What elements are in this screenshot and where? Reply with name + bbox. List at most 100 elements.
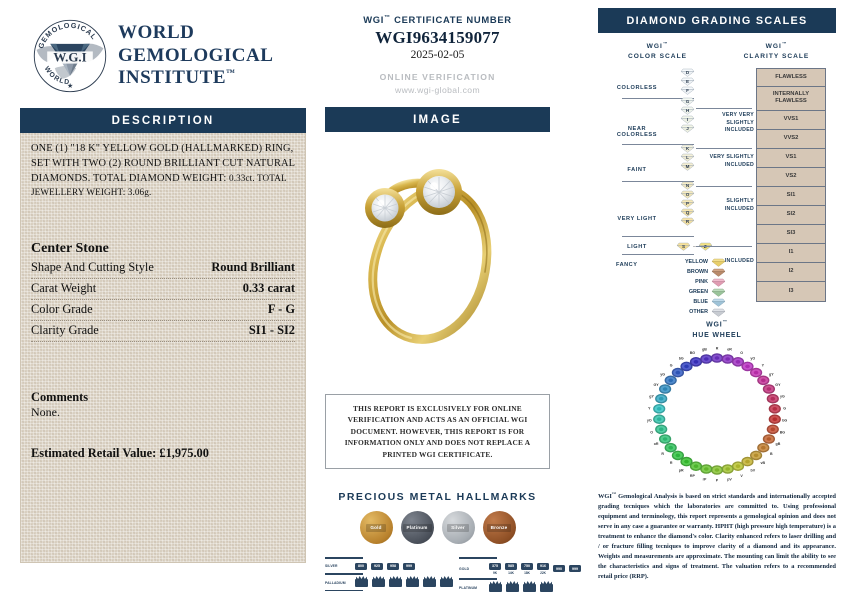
color-grade-P: P xyxy=(680,199,695,208)
color-group-faint-label: FAINT xyxy=(627,166,647,173)
diamond-left xyxy=(365,188,405,228)
brand-line-2: GEMOLOGICAL xyxy=(118,44,274,66)
hallmark-marks-grid: SILVER 800 925 958 999 PALLADIUM xyxy=(325,554,581,595)
color-grade-K: K xyxy=(680,144,695,153)
color-grade-O: O xyxy=(680,190,695,199)
spec-label-shape: Shape And Cutting Style xyxy=(31,260,154,275)
color-grade-N: N xyxy=(680,181,695,190)
color-divider-3 xyxy=(622,180,694,183)
svg-text:V: V xyxy=(740,474,743,478)
crown-mark-icon xyxy=(506,583,519,592)
crown-mark-icon xyxy=(489,583,502,592)
fancy-row-pink: PINK xyxy=(650,278,726,287)
clarity-group-si: SLIGHTLY INCLUDED xyxy=(724,197,754,212)
clarity-scale: FLAWLESS INTERNALLY FLAWLESS VVS1 VVS2 V… xyxy=(696,67,836,313)
crown-mark-icon xyxy=(523,583,536,592)
verification-url[interactable]: www.wgi-global.com xyxy=(394,85,481,95)
fancy-diamond-other xyxy=(711,308,726,317)
fancy-diamond-blue xyxy=(711,298,726,307)
color-divider-4 xyxy=(622,235,694,238)
svg-text:yO: yO xyxy=(750,357,755,361)
color-group-light-label: LIGHT xyxy=(627,243,647,250)
color-grade-Q: Q xyxy=(680,208,695,217)
color-grade-E: E xyxy=(680,77,695,86)
hallmark-row-silver: SILVER 800 925 958 999 xyxy=(325,562,453,570)
description-paragraph: ONE (1) "18 K" YELLOW GOLD (HALLMARKED) … xyxy=(31,142,295,201)
description-text: ONE (1) "18 K" YELLOW GOLD (HALLMARKED) … xyxy=(31,143,295,184)
fancy-diamond-pink xyxy=(711,278,726,287)
medallion-bronze: Bronze xyxy=(482,511,516,545)
crown-mark-icon xyxy=(440,578,453,587)
color-divider-5 xyxy=(622,253,694,256)
hallmark-row-palladium: PALLADIUM xyxy=(325,578,453,587)
hallmark-divider-mid-left xyxy=(325,572,363,575)
color-grade-I: I xyxy=(680,115,695,124)
hallmark-divider-top-left xyxy=(325,557,363,559)
description-body: ONE (1) "18 K" YELLOW GOLD (HALLMARKED) … xyxy=(20,133,306,563)
spec-value-color: F - G xyxy=(267,302,295,317)
crown-mark-icon xyxy=(389,578,402,587)
clarity-cell-i2: I2 xyxy=(757,262,825,282)
svg-text:pR: pR xyxy=(679,469,684,473)
color-grade-D: D xyxy=(680,68,695,77)
spec-row-shape: Shape And Cutting Style Round Brilliant xyxy=(31,258,295,280)
crown-mark-icon xyxy=(355,578,368,587)
ring-photo xyxy=(325,132,550,390)
description-header: DESCRIPTION xyxy=(20,108,306,133)
crown-mark-icon xyxy=(423,578,436,587)
clarity-cell-vvs1: VVS1 xyxy=(757,110,825,130)
spec-value-shape: Round Brilliant xyxy=(211,260,295,275)
svg-text:rP: rP xyxy=(703,478,707,482)
color-scale-heading: WGI™ COLOR SCALE xyxy=(628,41,687,61)
svg-text:vB: vB xyxy=(760,461,765,465)
clarity-divider-2 xyxy=(696,147,752,150)
fancy-row-yellow: YELLOW xyxy=(650,258,726,267)
svg-text:gY: gY xyxy=(769,373,774,377)
center-stone-title: Center Stone xyxy=(31,241,109,257)
clarity-cell-si1: SI1 xyxy=(757,186,825,206)
svg-text:bV: bV xyxy=(751,469,756,473)
clarity-cell-fl: FLAWLESS xyxy=(757,68,825,87)
brand-line-3: INSTITUTE™ xyxy=(118,67,236,89)
svg-text:P: P xyxy=(716,479,719,483)
description-text-small: 0.33ct. TOTAL JEWELLERY WEIGHT: 3.06g. xyxy=(31,172,287,198)
svg-text:gB: gB xyxy=(702,348,707,352)
svg-text:gY: gY xyxy=(649,395,654,399)
right-panel: DIAMOND GRADING SCALES WGI™ COLOR SCALE … xyxy=(598,8,836,588)
hallmark-col-right: GOLD 375 9K 585 14K 750 18K 916 22K 990 999 … xyxy=(459,554,581,595)
clarity-scale-heading: WGI™ CLARITY SCALE xyxy=(743,41,810,61)
clarity-divider-1 xyxy=(696,107,752,110)
svg-text:★: ★ xyxy=(67,82,73,90)
color-scale: COLORLESS D E F NEAR COLORLESS G H I J xyxy=(598,68,726,317)
comments-value: None. xyxy=(31,405,60,420)
fancy-row-brown: BROWN xyxy=(650,268,726,277)
svg-text:RP: RP xyxy=(690,474,696,478)
color-grade-L: L xyxy=(680,153,695,162)
fancy-diamond-green xyxy=(711,288,726,297)
medallion-gold: Gold xyxy=(359,511,393,545)
medallion-platinum: Platinum xyxy=(400,511,434,545)
svg-text:O: O xyxy=(740,351,743,355)
color-grade-H: H xyxy=(680,106,695,115)
diamond-right xyxy=(416,169,462,215)
color-grade-J: J xyxy=(680,124,695,133)
svg-text:GY: GY xyxy=(775,383,781,387)
fancy-row-other: OTHER xyxy=(650,308,726,317)
color-grade-M: M xyxy=(680,162,695,171)
left-panel: W.G.I GEMOLOGICAL WORLD ★ WORLD GEMOLOGI… xyxy=(18,8,308,586)
color-group-colorless-label: COLORLESS xyxy=(616,84,658,91)
svg-text:R: R xyxy=(661,452,664,456)
clarity-cell-si3: SI3 xyxy=(757,224,825,244)
clarity-cell-vvs2: VVS2 xyxy=(757,129,825,149)
brand-header: W.G.I GEMOLOGICAL WORLD ★ WORLD GEMOLOGI… xyxy=(18,8,308,100)
comments-title: Comments xyxy=(31,390,89,405)
color-group-very-light-label: VERY LIGHT xyxy=(617,215,657,222)
color-grade-S: S xyxy=(676,242,691,252)
hue-wheel-title: WGI™ HUE WHEEL xyxy=(692,318,742,339)
certificate-date: 2025-02-05 xyxy=(410,49,465,61)
clarity-divider-4 xyxy=(696,245,752,248)
spec-value-clarity: SI1 - SI2 xyxy=(248,323,295,338)
svg-text:bG: bG xyxy=(679,357,684,361)
